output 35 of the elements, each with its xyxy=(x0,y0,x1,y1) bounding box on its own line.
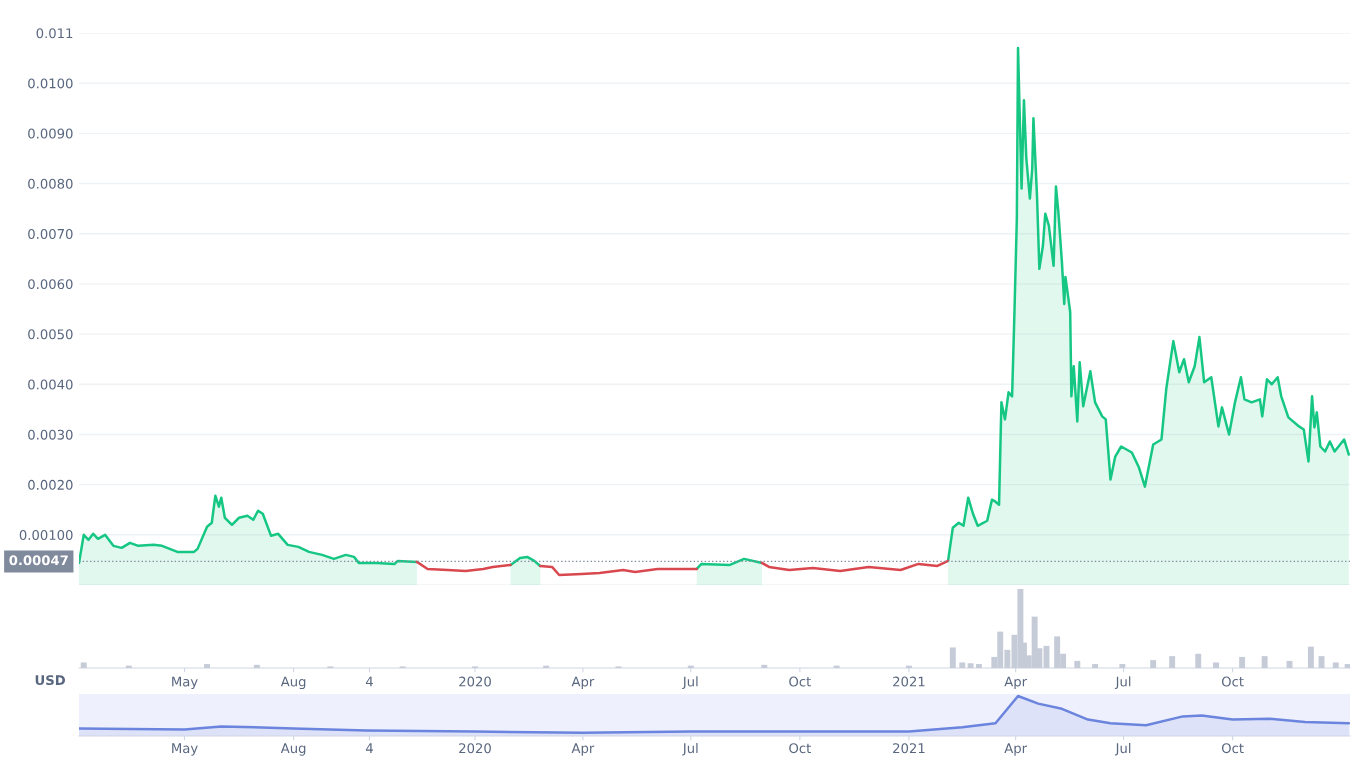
x-tick-label: Apr xyxy=(571,743,595,756)
y-tick-label: 0.0100 xyxy=(28,78,73,89)
x-tick-label: 2020 xyxy=(459,676,491,687)
y-tick-label: 0.0070 xyxy=(28,228,73,239)
y-tick-label: 0.011 xyxy=(36,28,73,39)
text: USD xyxy=(35,675,65,686)
x-tick-label: Apr xyxy=(1004,743,1028,756)
x-tick-label: 2020 xyxy=(459,743,491,754)
y-tick-label: 0.0050 xyxy=(28,329,73,340)
x-tick-label: 2021 xyxy=(893,743,925,754)
x-tick-label: May xyxy=(172,676,198,690)
x-tick-label: Apr xyxy=(571,676,595,690)
y-tick-label: 0.00100 xyxy=(19,530,73,541)
x-tick-label: Aug xyxy=(280,743,306,756)
x-tick-label: May xyxy=(172,743,198,756)
x-tick-label: Jul xyxy=(1114,742,1131,756)
x-tick-label: Apr xyxy=(1004,676,1028,690)
x-tick-label: 2021 xyxy=(893,676,925,687)
x-tick-label: Oct xyxy=(1221,676,1244,687)
y-tick-label: 0.0040 xyxy=(28,379,73,390)
x-tick-label: Jul xyxy=(682,742,698,756)
x-tick-label: 4 xyxy=(365,676,373,687)
y-tick-label: 0.0080 xyxy=(28,178,73,189)
x-tick-label: 4 xyxy=(365,743,373,753)
y-tick-label: 0.0060 xyxy=(28,279,73,290)
x-tick-label: Jul xyxy=(1114,676,1131,689)
x-tick-label: Oct xyxy=(789,743,811,754)
y-tick-label: 0.0090 xyxy=(28,128,73,139)
x-tick-label: Jul xyxy=(682,676,698,689)
x-tick-label: Aug xyxy=(280,676,306,690)
x-tick-label: Oct xyxy=(789,676,811,687)
y-tick-label: 0.0030 xyxy=(28,429,73,440)
ref-line-label: 0.00047 xyxy=(9,555,68,566)
x-tick-label: Oct xyxy=(1221,743,1244,754)
y-tick-label: 0.0020 xyxy=(28,479,73,490)
